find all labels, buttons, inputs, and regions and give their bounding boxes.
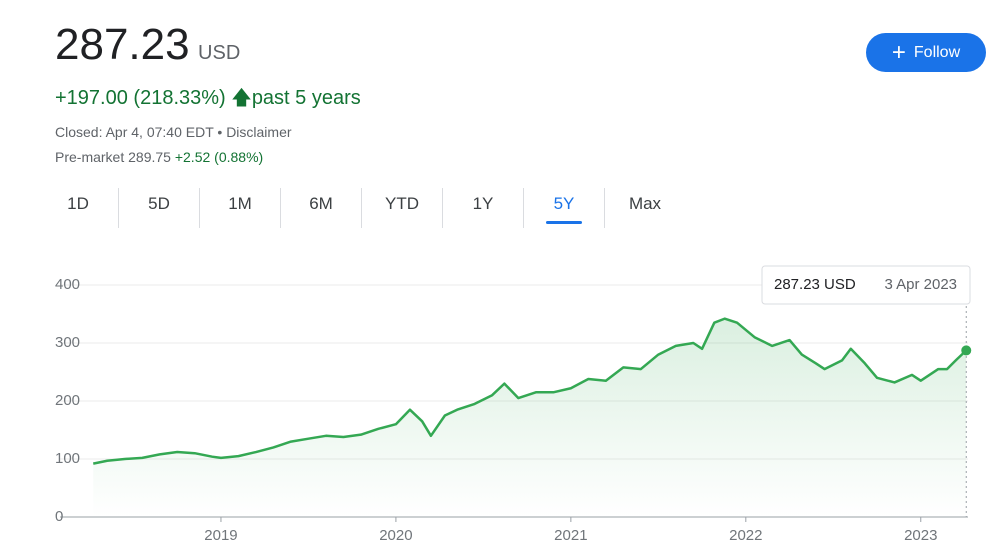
plus-icon: + — [891, 38, 906, 66]
tab[interactable]: 5D — [118, 188, 199, 228]
x-tick-label: 2019 — [204, 527, 237, 544]
period: past 5 years — [251, 87, 361, 109]
chart: 0 100 200 300 400 2019 2020 2021 2022 2023 287.23 … — [55, 265, 972, 544]
premarket-label: Pre-market — [55, 149, 125, 165]
currency: USD — [198, 42, 241, 64]
tab[interactable]: 1Y — [442, 188, 523, 228]
follow-button[interactable]: + Follow — [866, 33, 986, 72]
tab[interactable]: 1M — [199, 188, 280, 228]
tab[interactable]: 5Y — [523, 188, 604, 228]
tab[interactable]: Max — [604, 188, 685, 228]
closed: Closed: Apr 4, 07:40 EDT — [55, 124, 214, 140]
tab[interactable]: 1D — [67, 194, 89, 213]
y-tick-label: 100 — [55, 450, 80, 467]
price-row: 287.23 USD — [55, 20, 240, 70]
tooltip-date: 3 Apr 2023 — [884, 276, 957, 293]
premarket-price: 289.75 — [128, 149, 171, 165]
x-tick-label: 2021 — [554, 527, 587, 544]
closed-row: Closed: Apr 4, 07:40 EDT • Disclaimer — [55, 124, 292, 140]
price-line — [92, 317, 968, 465]
tab[interactable]: 6M — [280, 188, 361, 228]
y-tick-label: 0 — [55, 508, 63, 525]
y-tick-label: 300 — [55, 334, 80, 351]
change-row: +197.00 (218.33%) 🡅past 5 years — [55, 83, 361, 117]
tab-underline — [546, 221, 582, 224]
last-point — [961, 345, 972, 356]
tooltip-value: 287.23 USD — [774, 276, 856, 293]
premarket-row: Pre-market 289.75 +2.52 (0.88%) — [55, 149, 263, 165]
area — [93, 318, 967, 517]
change: +197.00 (218.33%) — [55, 87, 226, 109]
x-tick-label: 2022 — [729, 527, 762, 544]
tab[interactable]: YTD — [361, 188, 442, 228]
disclaimer[interactable]: Disclaimer — [226, 124, 292, 140]
follow-label: Follow — [913, 43, 961, 61]
y-tick-label: 400 — [55, 276, 80, 293]
price: 287.23 — [55, 20, 190, 69]
up-arrow: 🡅 — [231, 87, 252, 109]
y-tick-label: 200 — [55, 392, 80, 409]
tooltip-box — [761, 265, 971, 305]
tabs: 1D 5D 1M 6M YTD 1Y 5Y Max — [38, 188, 685, 228]
premarket-change: +2.52 (0.88%) — [174, 149, 264, 165]
x-tick-label: 2020 — [379, 527, 412, 544]
x-tick-label: 2023 — [904, 527, 937, 544]
